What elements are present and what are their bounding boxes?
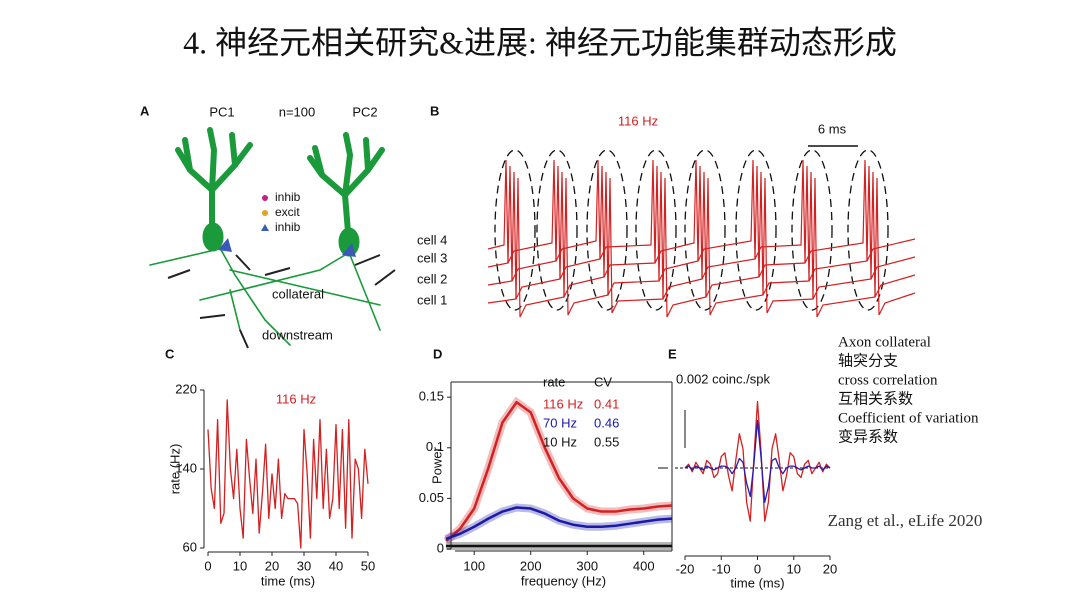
trace [487, 165, 916, 282]
series-line [684, 400, 831, 522]
cell-label: cell 1 [417, 292, 447, 307]
trace [487, 171, 916, 300]
cycle-outline [494, 149, 536, 311]
y-tick-label: 140 [175, 460, 197, 475]
series-line [445, 506, 673, 541]
legend-header: CV [594, 374, 612, 389]
count-label: n=100 [279, 104, 316, 119]
legend-label: inhib [275, 220, 301, 234]
legend-label: 116 Hz [543, 396, 583, 411]
panel-label: B [430, 103, 439, 118]
x-tick-label: 40 [329, 558, 343, 573]
legend-dot [261, 224, 269, 231]
cell-label: cell 4 [417, 232, 447, 247]
legend-dot [262, 195, 268, 201]
label: downstream [262, 327, 333, 342]
x-tick-label: 0 [754, 561, 761, 576]
cycle-outline [536, 149, 578, 311]
note: 轴突分支 [838, 352, 898, 369]
legend-dot [262, 210, 268, 216]
x-tick-label: 30 [297, 558, 311, 573]
scale-label: 6 ms [818, 121, 847, 136]
series-line [445, 400, 673, 542]
y-axis-label: Power [429, 446, 444, 484]
neuron-label: PC1 [209, 104, 234, 119]
cycle-outline [791, 149, 833, 311]
y-tick-label: 0.05 [419, 490, 444, 505]
citation: Zang et al., eLife 2020 [828, 511, 983, 530]
panel-label: A [140, 103, 150, 118]
series-line [207, 399, 369, 549]
x-tick-label: -20 [676, 561, 695, 576]
legend-cv: 0.55 [594, 434, 619, 449]
y-tick-label: 220 [175, 381, 197, 396]
x-tick-label: 10 [787, 561, 801, 576]
cycle-outline [684, 149, 726, 311]
y-tick-label: 0.15 [419, 389, 444, 404]
trace [487, 177, 916, 318]
annotation: 116 Hz [276, 391, 316, 406]
panel-label: E [668, 346, 677, 361]
legend-label: excit [275, 205, 300, 219]
x-tick-label: 20 [265, 558, 279, 573]
x-tick-label: 50 [361, 558, 375, 573]
x-tick-label: 200 [520, 558, 542, 573]
legend-cv: 0.46 [594, 415, 619, 430]
arrows [167, 254, 396, 349]
legend-header: rate [543, 374, 565, 389]
cycle-outline [847, 149, 889, 311]
label: collateral [272, 286, 324, 301]
panel-label: C [165, 346, 175, 361]
x-tick-label: 20 [823, 561, 837, 576]
rate-label: 116 Hz [618, 113, 658, 128]
x-axis-label: time (ms) [730, 575, 784, 590]
x-tick-label: 10 [233, 558, 247, 573]
x-axis-label: frequency (Hz) [521, 573, 606, 588]
voltage-traces [487, 149, 916, 318]
legend-label: inhib [275, 190, 301, 204]
scale-label: 0.002 coinc./spk [676, 371, 770, 386]
note: cross correlation [838, 372, 938, 388]
neuron-drawing [149, 127, 385, 346]
cell-label: cell 3 [417, 250, 447, 265]
note: Axon collateral [838, 334, 931, 350]
neuron-label: PC2 [352, 104, 377, 119]
note: Coefficient of variation [838, 410, 979, 426]
cycle-outline [635, 149, 677, 311]
cycle-outline [735, 149, 777, 311]
x-tick-label: -10 [712, 561, 731, 576]
cycle-outline [586, 149, 628, 311]
series-line [684, 419, 831, 503]
y-axis-label: rate (Hz) [167, 444, 182, 495]
note: 互相关系数 [838, 390, 913, 407]
cell-label: cell 2 [417, 271, 447, 286]
x-tick-label: 300 [576, 558, 598, 573]
synapse-icon [218, 238, 356, 257]
y-tick-label: 60 [183, 539, 197, 554]
note: 变异系数 [838, 428, 898, 445]
x-tick-label: 100 [463, 558, 485, 573]
slide-title: 4. 神经元相关研究&进展: 神经元功能集群动态形成 [183, 24, 897, 60]
x-axis-label: time (ms) [261, 573, 315, 588]
x-tick-label: 400 [633, 558, 655, 573]
panel-label: D [433, 346, 442, 361]
legend-cv: 0.41 [594, 396, 619, 411]
x-tick-label: 0 [204, 558, 211, 573]
y-tick-label: 0.1 [426, 439, 444, 454]
legend-label: 10 Hz [543, 434, 577, 449]
legend-label: 70 Hz [543, 415, 577, 430]
y-tick-label: 0 [437, 540, 444, 555]
